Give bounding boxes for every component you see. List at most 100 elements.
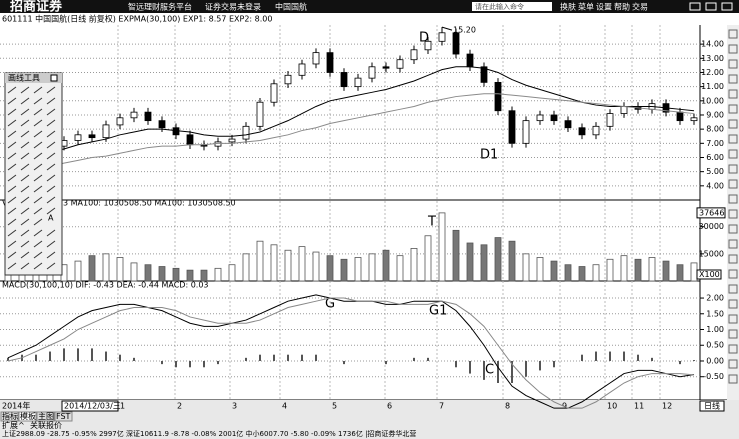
tab[interactable] <box>54 411 73 422</box>
tool-glyph[interactable] <box>33 163 43 171</box>
tool-glyph[interactable] <box>33 97 43 105</box>
tool-glyph[interactable] <box>33 141 43 149</box>
tool-glyph[interactable] <box>46 119 56 127</box>
tool-icon[interactable] <box>728 284 738 294</box>
tool-glyph[interactable] <box>33 119 43 127</box>
text-tool[interactable]: A <box>48 214 54 223</box>
tool-glyph[interactable] <box>20 141 30 149</box>
tool-icon[interactable] <box>728 224 738 234</box>
tool-glyph[interactable] <box>46 108 56 116</box>
tool-glyph[interactable] <box>20 86 30 94</box>
tool-glyph[interactable] <box>46 185 56 193</box>
tool-glyph[interactable] <box>20 163 30 171</box>
window-button[interactable] <box>721 2 733 11</box>
tool-glyph[interactable] <box>46 86 56 94</box>
tool-glyph[interactable] <box>20 229 30 237</box>
tool-icon[interactable] <box>728 164 738 174</box>
tool-glyph[interactable] <box>20 108 30 116</box>
tool-icon[interactable] <box>728 344 738 354</box>
tool-glyph[interactable] <box>46 251 56 259</box>
extra-tab[interactable]: 扩展^ <box>2 420 25 430</box>
tool-glyph[interactable] <box>20 97 30 105</box>
tool-glyph[interactable] <box>33 152 43 160</box>
tool-icon[interactable] <box>728 269 738 279</box>
tool-glyph[interactable] <box>33 130 43 138</box>
tool-glyph[interactable] <box>33 207 43 215</box>
tab-label[interactable]: 指标 <box>2 411 18 421</box>
close-button[interactable] <box>50 74 58 82</box>
tool-glyph[interactable] <box>7 185 17 193</box>
tool-glyph[interactable] <box>46 152 56 160</box>
tab[interactable] <box>18 411 37 422</box>
tool-glyph[interactable] <box>46 141 56 149</box>
window-button[interactable] <box>689 2 701 11</box>
tool-icon[interactable] <box>728 119 738 129</box>
tool-icon[interactable] <box>728 239 738 249</box>
tool-glyph[interactable] <box>46 262 56 270</box>
tool-glyph[interactable] <box>20 251 30 259</box>
menu-item[interactable]: 换肤 <box>560 2 576 12</box>
tool-icon[interactable] <box>728 74 738 84</box>
tool-glyph[interactable] <box>33 218 43 226</box>
tool-glyph[interactable] <box>7 152 17 160</box>
login[interactable]: 证券交易未登录 <box>205 2 261 12</box>
tool-glyph[interactable] <box>7 97 17 105</box>
period-box[interactable] <box>699 400 725 412</box>
tool-icon[interactable] <box>728 59 738 69</box>
tool-glyph[interactable] <box>33 185 43 193</box>
tool-glyph[interactable] <box>20 152 30 160</box>
tool-glyph[interactable] <box>46 130 56 138</box>
tool-icon[interactable] <box>728 194 738 204</box>
menu-item[interactable]: 交易 <box>632 2 648 12</box>
tool-icon[interactable] <box>728 299 738 309</box>
period[interactable]: 日线 <box>704 401 720 411</box>
tool-glyph[interactable] <box>7 240 17 248</box>
tool-glyph[interactable] <box>46 163 56 171</box>
tool-icon[interactable] <box>728 29 738 39</box>
tab-label[interactable]: 模板 <box>20 411 36 421</box>
tool-glyph[interactable] <box>46 207 56 215</box>
tool-glyph[interactable] <box>7 141 17 149</box>
tool-glyph[interactable] <box>20 207 30 215</box>
tool-glyph[interactable] <box>20 196 30 204</box>
tool-icon[interactable] <box>728 329 738 339</box>
tool-icon[interactable] <box>728 149 738 159</box>
search-box[interactable] <box>472 2 552 11</box>
tool-icon[interactable] <box>728 89 738 99</box>
tool-glyph[interactable] <box>20 240 30 248</box>
tool-icon[interactable] <box>728 44 738 54</box>
tool-glyph[interactable] <box>20 119 30 127</box>
tool-glyph[interactable] <box>7 262 17 270</box>
tool-glyph[interactable] <box>33 108 43 116</box>
menu-item[interactable]: 设置 <box>596 2 612 12</box>
tool-glyph[interactable] <box>20 185 30 193</box>
menu-item[interactable]: 帮助 <box>614 2 630 12</box>
tool-glyph[interactable] <box>7 108 17 116</box>
tab[interactable] <box>0 411 19 422</box>
tool-icon[interactable] <box>728 209 738 219</box>
tool-icon[interactable] <box>728 134 738 144</box>
tool-glyph[interactable] <box>33 229 43 237</box>
tool-glyph[interactable] <box>7 86 17 94</box>
tool-glyph[interactable] <box>46 174 56 182</box>
tool-glyph[interactable] <box>7 207 17 215</box>
tool-glyph[interactable] <box>33 251 43 259</box>
tool-icon[interactable] <box>728 179 738 189</box>
tab[interactable] <box>36 411 55 422</box>
tool-glyph[interactable] <box>7 119 17 127</box>
tool-glyph[interactable] <box>20 262 30 270</box>
tool-glyph[interactable] <box>46 240 56 248</box>
extra-tab[interactable]: 关联报价 <box>30 420 62 430</box>
tab-label[interactable]: 主图 <box>38 411 54 421</box>
tool-glyph[interactable] <box>46 196 56 204</box>
tab-label[interactable]: FST <box>56 412 71 421</box>
tool-icon[interactable] <box>728 359 738 369</box>
tool-glyph[interactable] <box>33 196 43 204</box>
tool-icon[interactable] <box>728 104 738 114</box>
tool-icon[interactable] <box>728 254 738 264</box>
tool-glyph[interactable] <box>46 97 56 105</box>
tool-glyph[interactable] <box>7 196 17 204</box>
tool-icon[interactable] <box>728 374 738 384</box>
tool-glyph[interactable] <box>7 218 17 226</box>
tool-glyph[interactable] <box>33 240 43 248</box>
